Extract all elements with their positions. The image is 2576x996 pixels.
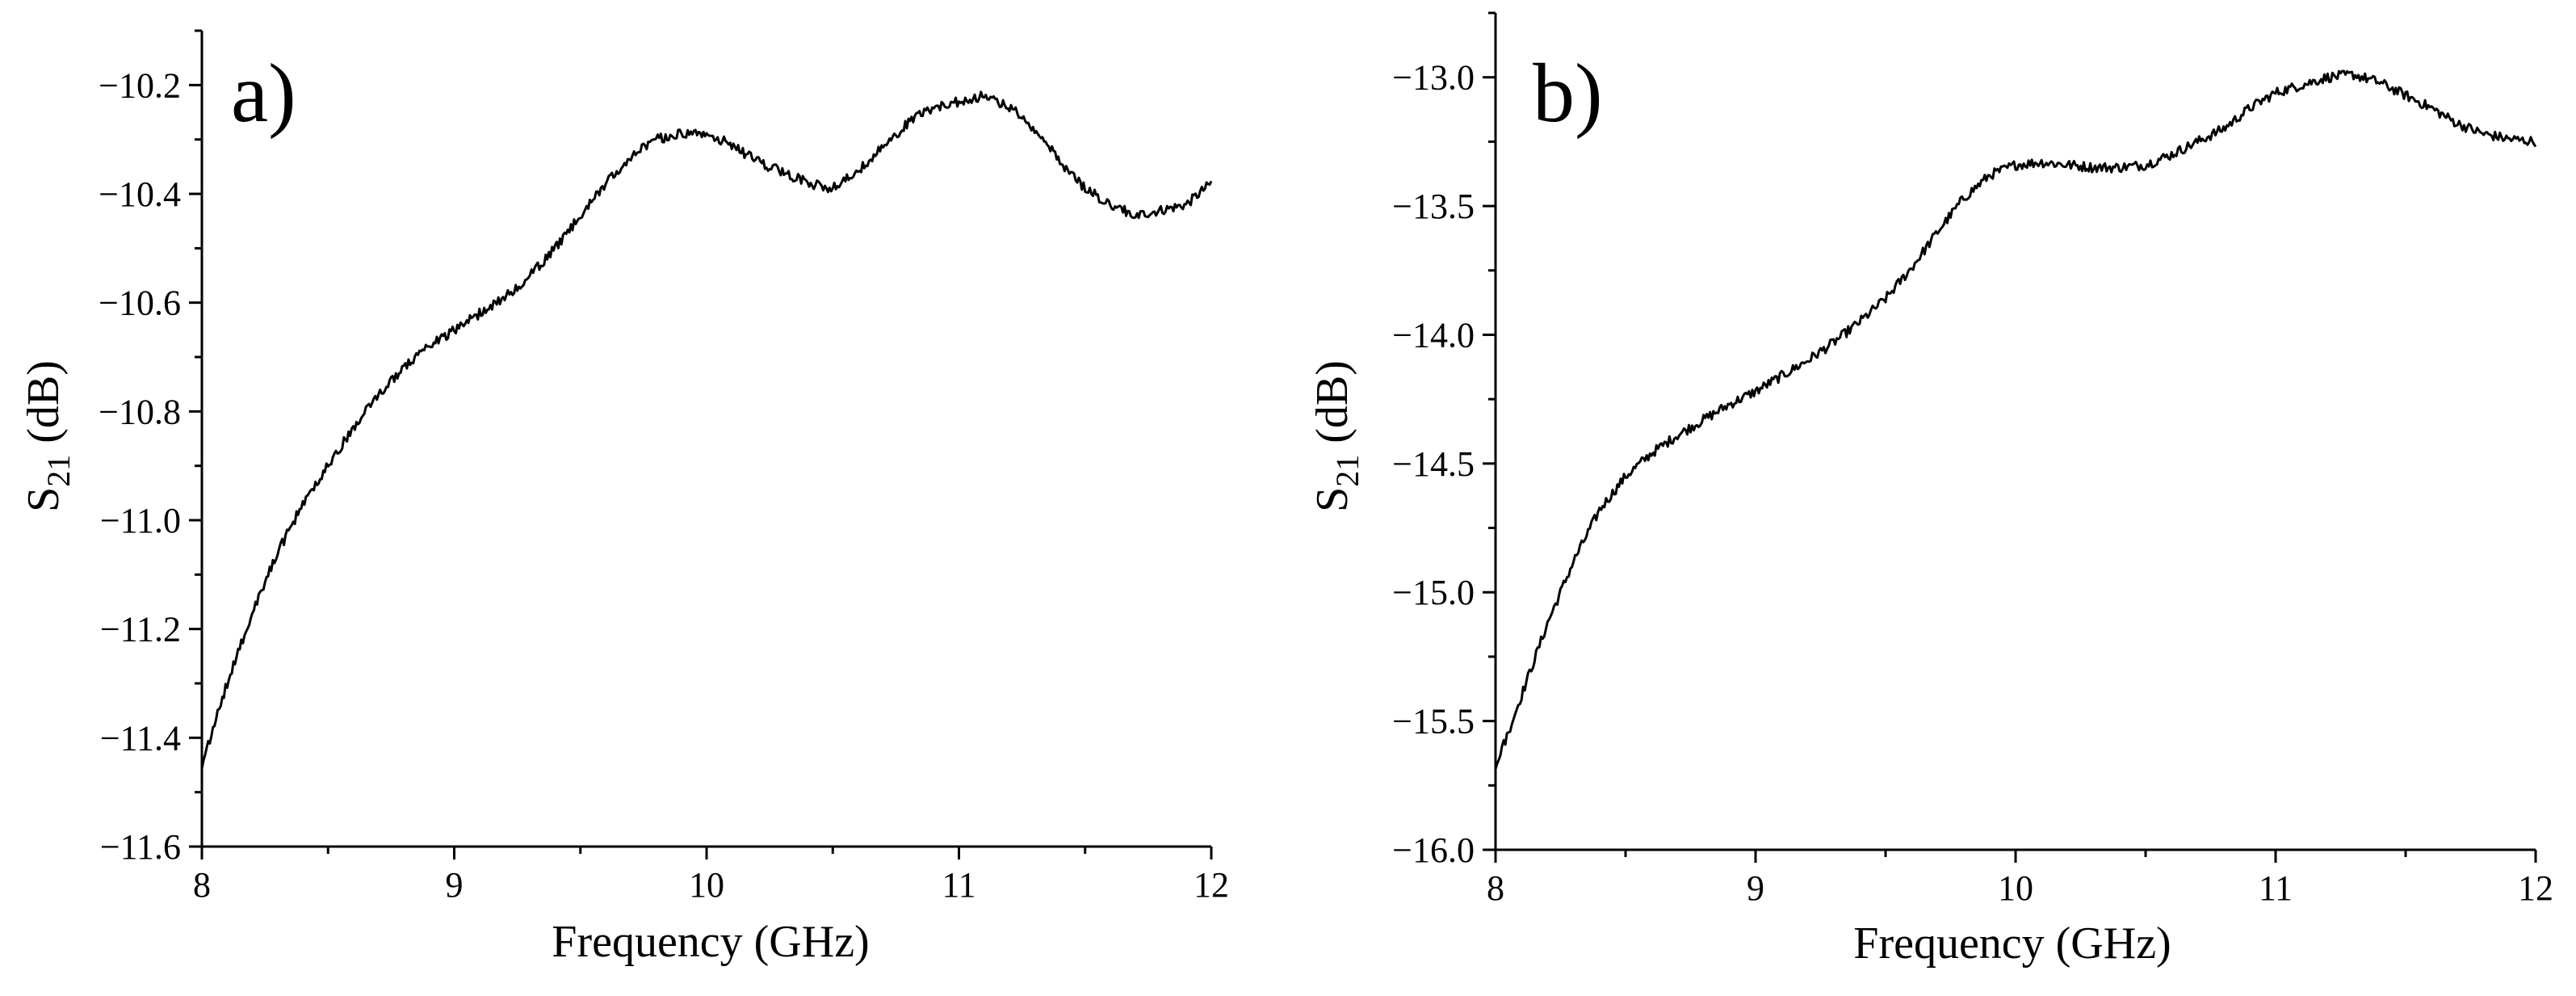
panel-a-x-axis-title: Frequency (GHz) bbox=[552, 917, 869, 967]
panel-b-y-axis-title: S21 (dB) bbox=[1307, 360, 1366, 512]
panel-b-x-tick-label: 9 bbox=[1747, 868, 1764, 908]
panel-a-y-tick-label: −10.6 bbox=[99, 284, 181, 323]
panel-b-x-axis-title: Frequency (GHz) bbox=[1853, 918, 2171, 969]
panel-a-x-tick-label: 11 bbox=[942, 865, 975, 905]
panel-a-x-tick-label: 12 bbox=[1194, 865, 1229, 905]
panel-a-y-axis-title-unit: (dB) bbox=[19, 360, 69, 455]
panel-a-y-axis-title-main: S bbox=[19, 487, 69, 512]
panel-b-y-axis-title-unit: (dB) bbox=[1307, 360, 1357, 455]
panel-b-y-tick-label: −15.5 bbox=[1392, 702, 1475, 742]
panel-b-x-tick-label: 12 bbox=[2518, 868, 2553, 908]
panel-a-y-tick-label: −10.8 bbox=[99, 392, 181, 431]
panel-a: 8 9 10 11 12 −11.6 −11.4 −11.2 −11.0 −10.8 −10.6 −1… bbox=[19, 29, 1229, 967]
panel-a-y-tick-label: −11.2 bbox=[100, 610, 181, 649]
panel-a-y-axis-title-subscript: 21 bbox=[40, 455, 77, 487]
panel-a-series-line bbox=[200, 90, 1213, 769]
panel-b-series-line bbox=[1494, 69, 2537, 770]
panel-b-label: b) bbox=[1533, 47, 1603, 140]
panel-a-x-tick-label: 10 bbox=[689, 865, 724, 905]
panel-b-y-tick-label: −14.5 bbox=[1392, 444, 1475, 484]
panel-b-y-axis-title-main: S bbox=[1307, 487, 1357, 512]
panel-b-x-tick-label: 11 bbox=[2259, 868, 2293, 908]
panel-a-x-tick-label: 9 bbox=[446, 865, 464, 905]
panel-b-y-tick-label: −15.0 bbox=[1392, 573, 1475, 612]
panel-b-x-tick-label: 8 bbox=[1487, 868, 1504, 908]
panel-b-y-tick-label: −13.0 bbox=[1392, 58, 1475, 98]
plot-area-b: 8 9 10 11 12 −16.0 −15.5 −15.0 −14.5 −14.0 −13.5 −1… bbox=[1392, 11, 2553, 908]
panel-a-y-tick-label: −10.2 bbox=[99, 65, 181, 105]
plot-area-a: 8 9 10 11 12 −11.6 −11.4 −11.2 −11.0 −10.8 −10.6 −1… bbox=[99, 29, 1229, 905]
panel-b: 8 9 10 11 12 −16.0 −15.5 −15.0 −14.5 −14.0 −13.5 −1… bbox=[1307, 11, 2553, 969]
panel-b-y-tick-label: −16.0 bbox=[1392, 830, 1475, 870]
panel-a-y-tick-label: −11.4 bbox=[100, 718, 181, 758]
panel-b-y-tick-label: −13.5 bbox=[1392, 187, 1475, 226]
panel-a-y-tick-label: −11.0 bbox=[100, 501, 181, 540]
panel-b-y-axis-title-subscript: 21 bbox=[1329, 455, 1366, 487]
panel-a-label: a) bbox=[231, 47, 296, 140]
panel-a-x-tick-label: 8 bbox=[193, 865, 211, 905]
panel-a-y-tick-label: −11.6 bbox=[100, 827, 181, 867]
panel-b-x-tick-label: 10 bbox=[1998, 868, 2033, 908]
panel-b-y-tick-label: −14.0 bbox=[1392, 315, 1475, 355]
panel-a-y-tick-label: −10.4 bbox=[99, 174, 181, 214]
panel-a-y-axis-title: S21 (dB) bbox=[19, 360, 77, 512]
